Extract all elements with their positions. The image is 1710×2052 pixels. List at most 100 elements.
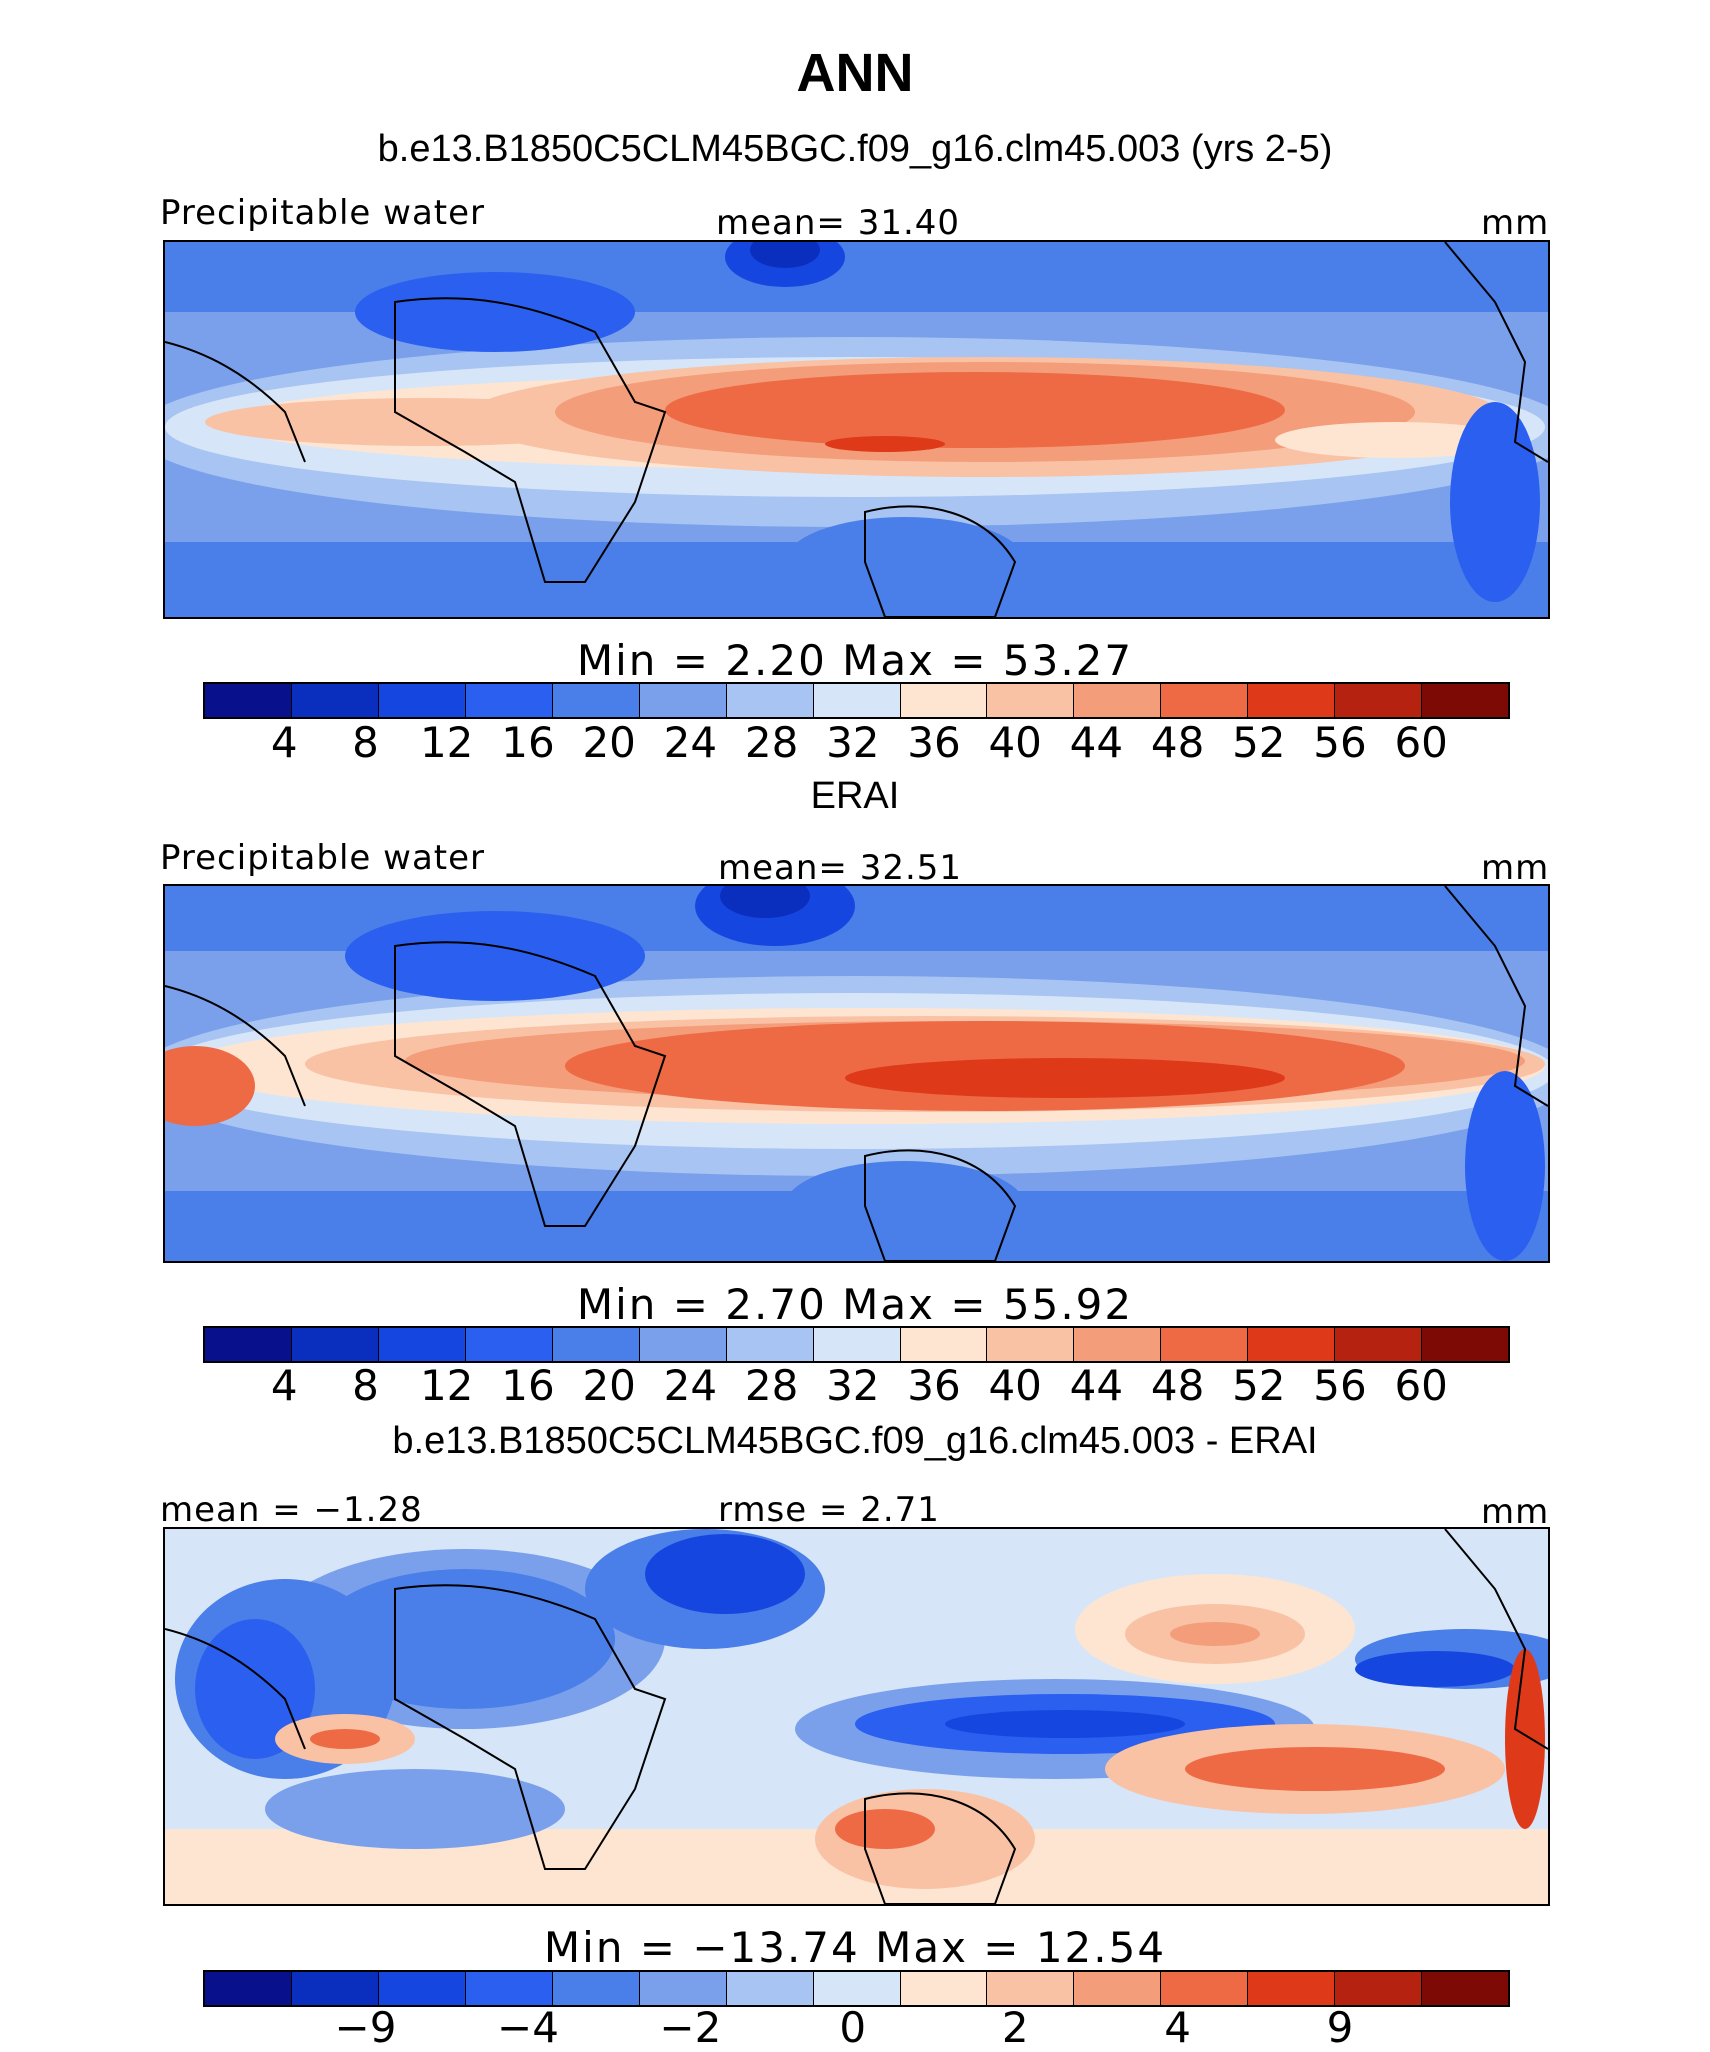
- colorbar-tick: 32: [826, 1361, 880, 1410]
- colorbar-tick: 56: [1313, 1361, 1367, 1410]
- colorbar-tick: 52: [1232, 1361, 1286, 1410]
- colorbar-swatch: [987, 1328, 1075, 1361]
- colorbar-swatch: [1248, 684, 1336, 717]
- panel-3-units-label: mm: [1481, 1492, 1550, 1532]
- colorbar-swatch: [1335, 684, 1423, 717]
- colorbar-tick: 28: [744, 1361, 799, 1410]
- panel-2-variable-label: Precipitable water: [160, 838, 486, 878]
- figure-title: ANN: [796, 43, 914, 103]
- panel-3-rmse-label: rmse = 2.71: [718, 1490, 940, 1530]
- colorbar-swatch: [1161, 1972, 1249, 2005]
- colorbar-swatch: [1248, 1328, 1336, 1361]
- colorbar-swatch: [552, 1972, 640, 2005]
- colorbar-swatch: [639, 1328, 727, 1361]
- colorbar-swatch: [1074, 684, 1162, 717]
- colorbar-swatch: [378, 684, 466, 717]
- colorbar-tick: 40: [988, 718, 1042, 767]
- colorbar-swatch: [987, 1972, 1075, 2005]
- colorbar-tick: 0: [839, 2003, 867, 2052]
- colorbar-tick: 48: [1150, 1361, 1205, 1410]
- panel-2-colorbar-ticks: 4 8 12 16 20 24 28 32 36 40 44 48 52 56 …: [0, 1361, 1710, 1411]
- colorbar-swatch: [465, 684, 553, 717]
- panel-2-title: ERAI: [810, 775, 900, 817]
- colorbar-swatch: [552, 1328, 640, 1361]
- panel-3-colorbar: [203, 1970, 1510, 2007]
- colorbar-tick: 8: [352, 718, 379, 767]
- panel-2-contour-field: [165, 886, 1548, 1261]
- colorbar-tick: −9: [334, 2003, 397, 2052]
- panel-1-variable-label: Precipitable water: [160, 193, 486, 233]
- colorbar-swatch: [987, 684, 1075, 717]
- colorbar-tick: 24: [663, 1361, 718, 1410]
- colorbar-tick: 48: [1150, 718, 1205, 767]
- colorbar-swatch: [1161, 1328, 1249, 1361]
- colorbar-swatch: [205, 684, 292, 717]
- colorbar-swatch: [291, 1328, 379, 1361]
- colorbar-swatch: [900, 1328, 988, 1361]
- colorbar-tick: 4: [1164, 2003, 1191, 2052]
- colorbar-swatch: [552, 684, 640, 717]
- colorbar-tick: 32: [826, 718, 880, 767]
- colorbar-swatch: [1074, 1972, 1162, 2005]
- panel-1-mean-label: mean= 31.40: [716, 203, 961, 243]
- colorbar-swatch: [813, 1972, 901, 2005]
- panel-2-colorbar: [203, 1326, 1510, 1363]
- panel-3-min-max: Min = −13.74 Max = 12.54: [543, 1923, 1167, 1972]
- colorbar-swatch: [291, 1972, 379, 2005]
- colorbar-tick: 20: [582, 718, 636, 767]
- colorbar-swatch: [900, 1972, 988, 2005]
- colorbar-tick: 16: [501, 1361, 555, 1410]
- colorbar-tick: 60: [1394, 1361, 1448, 1410]
- colorbar-tick: 4: [270, 1361, 298, 1410]
- panel-2-min-max: Min = 2.70 Max = 55.92: [576, 1280, 1134, 1329]
- colorbar-tick: −2: [659, 2003, 722, 2052]
- colorbar-tick: 4: [270, 718, 298, 767]
- colorbar-tick: 24: [663, 718, 718, 767]
- colorbar-swatch: [813, 1328, 901, 1361]
- colorbar-swatch: [726, 1328, 814, 1361]
- panel-1-map: [163, 240, 1550, 619]
- colorbar-swatch: [726, 1972, 814, 2005]
- colorbar-swatch: [1074, 1328, 1162, 1361]
- colorbar-tick: 9: [1326, 2003, 1354, 2052]
- colorbar-tick: 60: [1394, 718, 1448, 767]
- panel-1-contour-field: [165, 242, 1548, 617]
- colorbar-swatch: [1422, 684, 1509, 717]
- colorbar-tick: 28: [744, 718, 799, 767]
- colorbar-swatch: [1335, 1972, 1423, 2005]
- panel-1-colorbar: [203, 682, 1510, 719]
- colorbar-swatch: [1335, 1328, 1423, 1361]
- colorbar-tick: 44: [1069, 1361, 1124, 1410]
- colorbar-tick: 56: [1313, 718, 1367, 767]
- colorbar-tick: −4: [497, 2003, 559, 2052]
- panel-3-map: [163, 1527, 1550, 1906]
- colorbar-swatch: [1422, 1328, 1509, 1361]
- colorbar-tick: 52: [1232, 718, 1286, 767]
- colorbar-swatch: [378, 1972, 466, 2005]
- colorbar-tick: 8: [352, 1361, 379, 1410]
- colorbar-tick: 20: [582, 1361, 636, 1410]
- panel-2-map: [163, 884, 1550, 1263]
- colorbar-tick: 12: [419, 1361, 474, 1410]
- colorbar-tick: 2: [1001, 2003, 1029, 2052]
- panel-1-min-max: Min = 2.20 Max = 53.27: [576, 636, 1134, 685]
- colorbar-swatch: [1161, 684, 1249, 717]
- panel-3-mean-label: mean = −1.28: [160, 1490, 423, 1530]
- colorbar-swatch: [291, 684, 379, 717]
- colorbar-swatch: [726, 684, 814, 717]
- colorbar-swatch: [1248, 1972, 1336, 2005]
- colorbar-tick: 16: [501, 718, 555, 767]
- colorbar-swatch: [1422, 1972, 1509, 2005]
- colorbar-swatch: [639, 1972, 727, 2005]
- colorbar-tick: 40: [988, 1361, 1042, 1410]
- colorbar-swatch: [639, 684, 727, 717]
- colorbar-swatch: [465, 1328, 553, 1361]
- panel-1-title: b.e13.B1850C5CLM45BGC.f09_g16.clm45.003 …: [377, 128, 1333, 170]
- colorbar-tick: 36: [907, 718, 961, 767]
- panel-3-contour-field: [165, 1529, 1548, 1904]
- colorbar-tick: 12: [419, 718, 474, 767]
- colorbar-tick: 44: [1069, 718, 1124, 767]
- colorbar-swatch: [813, 684, 901, 717]
- colorbar-tick: 36: [907, 1361, 961, 1410]
- panel-1-colorbar-ticks: 4 8 12 16 20 24 28 32 36 40 44 48 52 56 …: [0, 718, 1710, 768]
